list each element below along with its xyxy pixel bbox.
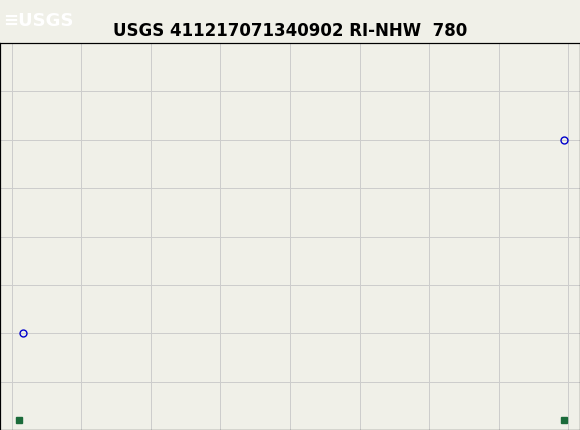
Text: ≡USGS: ≡USGS <box>3 12 74 31</box>
Title: USGS 411217071340902 RI-NHW  780: USGS 411217071340902 RI-NHW 780 <box>113 22 467 40</box>
